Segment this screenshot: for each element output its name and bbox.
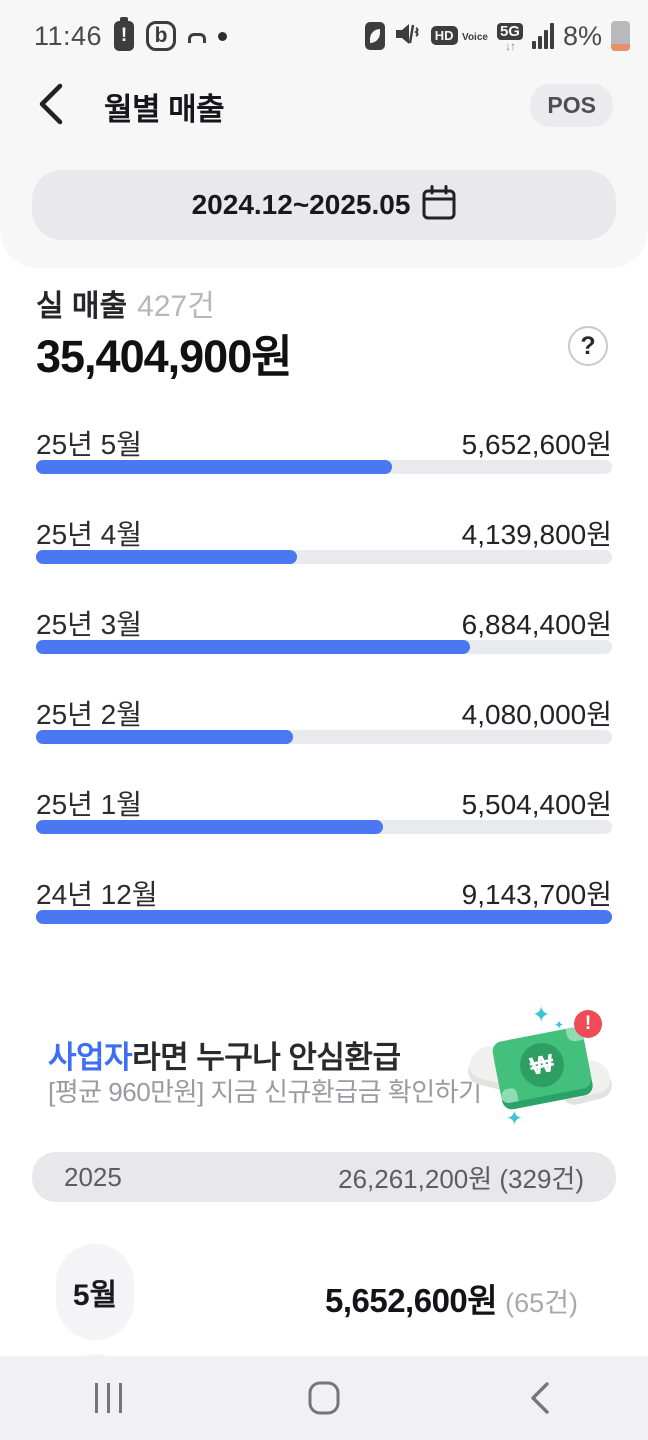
year-amount: 26,261,200원 (329건) [338,1163,584,1194]
year-label: 2025 [64,1161,122,1192]
nav-back-icon [531,1382,549,1414]
chart-row: 24년 12월 9,143,700원 [36,873,612,933]
chart-row: 25년 2월 4,080,000원 [36,693,612,753]
chart-row: 25년 4월 4,139,800원 [36,513,612,573]
nav-back-button[interactable] [432,1356,648,1440]
battery-saver-icon [364,22,385,50]
clock: 11:46 [34,20,103,51]
month-badge: 4월 [56,1354,134,1356]
date-range-text: 2024.12~2025.05 [191,189,411,220]
month-value: 6,884,400원 [461,609,612,640]
date-range-selector[interactable]: 2024.12~2025.05 [32,170,616,240]
month-value: 4,139,800원 [461,519,612,550]
android-nav-bar [0,1356,648,1440]
battery-percent: 8% [562,20,602,51]
month-label: 25년 3월 [36,609,143,640]
bar-track [36,460,612,474]
month-detail-row: 5월 5,652,600원 (65건) [0,1244,648,1344]
ad-title: 사업자라면 누구나 안심환급 [48,1032,401,1077]
month-detail-amount: 5,652,600원 [324,1282,498,1319]
month-badge: 5월 [56,1244,134,1340]
recent-apps-icon [94,1383,122,1413]
winged-money-icon: ✦ ✦ ✦ ₩ ! [466,1000,614,1140]
ad-title-rest: 라면 누구나 안심환급 [132,1040,401,1075]
month-label: 25년 2월 [36,699,143,730]
chart-row: 25년 5월 5,652,600원 [36,423,612,483]
partial-row-clip: 4월 4,139,800원 [0,1338,648,1356]
sparkle-icon: ✦ [506,1108,523,1130]
ad-banner[interactable]: 사업자라면 누구나 안심환급 [평균 960만원] 지금 신규환급금 확인하기 … [0,1000,648,1140]
sales-count: 427건 [137,290,215,323]
month-value: 5,504,400원 [461,789,612,820]
home-button[interactable] [216,1356,432,1440]
top-section: 11:46 ! b HD Voice 5G ↓↑ [0,0,648,268]
bar-fill [36,550,297,564]
back-button[interactable] [32,82,76,126]
won-symbol: ₩ [516,1039,568,1091]
month-detail-count: (65건) [505,1288,578,1318]
month-label: 25년 1월 [36,789,143,820]
sales-label: 실 매출 [36,290,128,323]
minimized-window-icon [188,33,207,43]
hd-voice-icon: HD Voice [430,26,488,45]
month-value: 4,080,000원 [461,699,612,730]
battery-alert-icon: ! [114,17,135,51]
5g-network-icon: 5G ↓↑ [496,22,523,52]
ad-title-highlight: 사업자 [48,1040,133,1075]
month-value: 5,652,600원 [461,429,612,460]
bar-fill [36,730,293,744]
header: 월별 매출 POS [0,80,648,130]
chart-row: 25년 3월 6,884,400원 [36,603,612,663]
month-value: 9,143,700원 [461,879,612,910]
status-bar: 11:46 ! b HD Voice 5G ↓↑ [0,14,648,58]
recording-dot-icon [218,31,228,41]
ad-subtitle: [평균 960만원] 지금 신규환급금 확인하기 [48,1077,482,1107]
year-summary-row[interactable]: 2025 26,261,200원 (329건) [32,1152,616,1202]
calendar-icon [422,184,456,226]
bar-fill [36,640,470,654]
app-b-icon: b [146,21,177,51]
mute-vibrate-icon [394,20,422,53]
sparkle-icon: ✦ [554,1018,565,1032]
alert-badge-icon: ! [574,1010,602,1038]
bar-track [36,640,612,654]
help-button[interactable]: ? [568,326,608,366]
bar-fill [36,910,612,924]
recent-apps-button[interactable] [0,1356,216,1440]
signal-strength-icon [531,23,554,49]
sales-summary-label-row: 실 매출 427건 [36,281,215,325]
sparkle-icon: ✦ [532,1002,551,1027]
month-label: 25년 4월 [36,519,143,550]
month-label: 24년 12월 [36,879,158,910]
bar-track [36,550,612,564]
bar-track [36,910,612,924]
pos-badge[interactable]: POS [530,84,613,127]
month-detail-row: 4월 4,139,800원 [0,1344,648,1356]
page-title: 월별 매출 [104,92,225,127]
chart-row: 25년 1월 5,504,400원 [36,783,612,843]
month-label: 25년 5월 [36,429,143,460]
battery-low-icon [611,21,630,51]
bar-track [36,820,612,834]
bar-track [36,730,612,744]
bar-fill [36,460,392,474]
total-sales-amount: 35,404,900원 [36,331,293,382]
bar-fill [36,820,383,834]
home-icon [308,1381,340,1415]
